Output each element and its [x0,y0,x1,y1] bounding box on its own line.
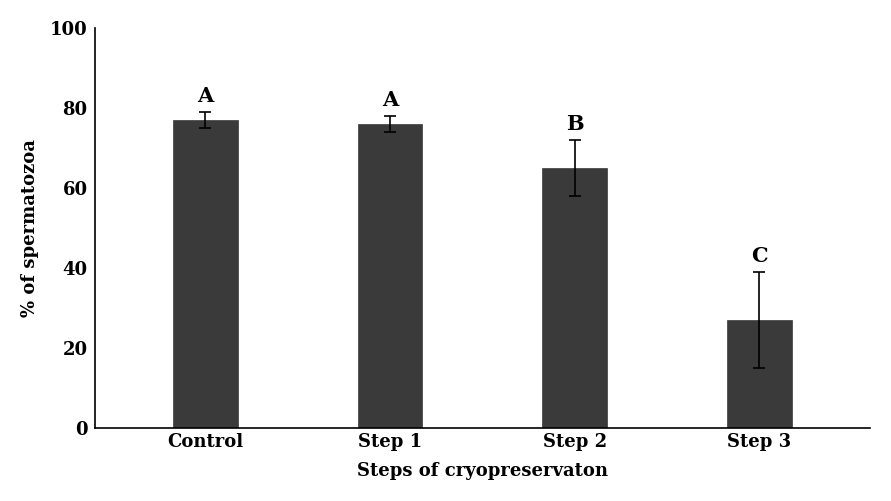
Y-axis label: % of spermatozoa: % of spermatozoa [20,139,39,317]
Bar [543,168,607,428]
Bar [727,320,792,428]
Text: B: B [566,114,584,134]
X-axis label: Steps of cryopreservaton: Steps of cryopreservaton [357,462,608,480]
Bar [173,120,238,428]
Text: A: A [382,90,398,110]
Bar [358,124,422,428]
Text: C: C [751,246,768,266]
Text: A: A [197,86,214,106]
